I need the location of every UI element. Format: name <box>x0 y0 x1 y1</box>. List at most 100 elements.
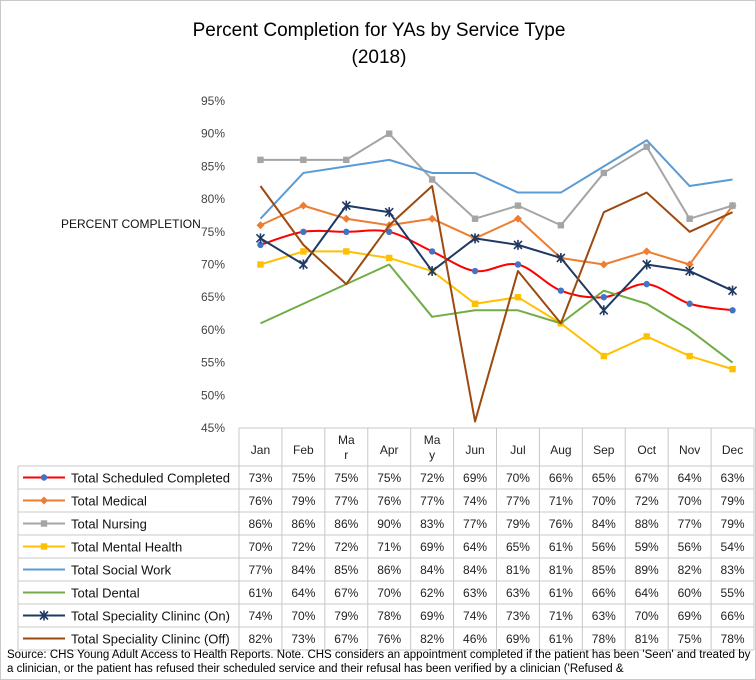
table-cell: 75% <box>334 471 358 485</box>
table-cell: 78% <box>721 632 745 646</box>
data-point <box>514 202 522 209</box>
y-tick-label: 60% <box>201 323 225 337</box>
table-cell: 67% <box>334 632 358 646</box>
table-cell: 81% <box>635 632 659 646</box>
table-cell: 77% <box>463 517 487 531</box>
table-cell: 77% <box>334 494 358 508</box>
table-cell: 67% <box>334 586 358 600</box>
category-label: Jul <box>510 443 525 457</box>
table-cell: 62% <box>420 586 444 600</box>
legend-label: Total Medical <box>71 494 147 509</box>
data-point <box>729 307 736 314</box>
data-point <box>384 207 394 218</box>
y-tick-label: 70% <box>201 258 225 272</box>
table-cell: 82% <box>678 563 702 577</box>
table-cell: 76% <box>549 517 573 531</box>
data-point <box>428 214 437 223</box>
table-cell: 73% <box>248 471 272 485</box>
table-cell: 72% <box>420 471 444 485</box>
data-point <box>300 248 307 255</box>
table-cell: 77% <box>678 517 702 531</box>
table-cell: 76% <box>377 494 401 508</box>
legend-key-marker <box>40 496 48 505</box>
table-cell: 65% <box>592 471 616 485</box>
category-label: y <box>429 448 435 462</box>
y-tick-label: 95% <box>201 94 225 108</box>
table-cell: 79% <box>334 609 358 623</box>
data-point <box>642 259 652 270</box>
category-label: Apr <box>380 443 399 457</box>
table-cell: 63% <box>721 471 745 485</box>
legend-label: Total Mental Health <box>71 540 182 555</box>
category-label: Sep <box>593 443 615 457</box>
data-point <box>729 202 736 209</box>
table-cell: 64% <box>463 540 487 554</box>
series-lines <box>255 130 738 423</box>
data-point <box>599 260 608 269</box>
table-cell: 64% <box>678 471 702 485</box>
data-point <box>643 280 650 288</box>
data-table: Total Scheduled Completed 73% 75% 75% 75% 72%… <box>23 471 745 647</box>
table-cell: 84% <box>463 563 487 577</box>
data-point <box>686 300 693 307</box>
data-point <box>685 266 695 277</box>
category-label: Oct <box>637 443 656 457</box>
data-point <box>514 294 522 301</box>
table-cell: 54% <box>721 540 745 554</box>
series-line <box>260 229 733 312</box>
table-cell: 89% <box>635 563 659 577</box>
table-cell: 77% <box>420 494 444 508</box>
table-cell: 73% <box>506 609 530 623</box>
legend-label: Total Social Work <box>71 563 172 578</box>
table-cell: 61% <box>549 632 573 646</box>
table-cell: 74% <box>463 609 487 623</box>
data-point <box>255 233 266 244</box>
chart-title-line-2: (2018) <box>351 47 407 68</box>
data-point <box>599 305 609 316</box>
table-cell: 69% <box>420 609 444 623</box>
legend-key-marker <box>40 543 48 550</box>
data-point <box>386 228 393 235</box>
table-cell: 81% <box>506 563 530 577</box>
data-point <box>471 267 479 275</box>
table-cell: 75% <box>377 471 401 485</box>
data-point <box>557 222 565 229</box>
table-cell: 79% <box>721 494 745 508</box>
data-point <box>298 259 308 270</box>
table-cell: 82% <box>248 632 272 646</box>
table-cell: 71% <box>377 540 401 554</box>
table-cell: 77% <box>248 563 272 577</box>
table-cell: 79% <box>721 517 745 531</box>
y-tick-label: 55% <box>201 356 225 370</box>
table-cell: 74% <box>248 609 272 623</box>
table-cell: 86% <box>377 563 401 577</box>
table-cell: 79% <box>291 494 315 508</box>
data-point <box>557 287 565 294</box>
category-label: Ma <box>338 433 355 447</box>
chart-title-line-1: Percent Completion for YAs by Service Ty… <box>192 20 566 41</box>
data-point <box>343 248 350 255</box>
data-point <box>600 294 607 301</box>
series-line <box>259 185 733 423</box>
table-cell: 70% <box>635 609 659 623</box>
table-cell: 76% <box>248 494 272 508</box>
y-axis-ticks: 95% 90% 85% 80% 75% 70% 65% 60% 55% 50% 45% <box>201 94 225 435</box>
legend-label: Total Speciality Clininc (On) <box>71 609 230 624</box>
data-point <box>729 365 736 373</box>
data-point <box>642 247 651 256</box>
chart-title: Percent Completion for YAs by Service Ty… <box>1 17 755 71</box>
category-label: Dec <box>722 443 743 457</box>
table-cell: 63% <box>506 586 530 600</box>
series-line <box>260 263 734 364</box>
table-cell: 66% <box>592 586 616 600</box>
data-point <box>257 156 264 164</box>
table-cell: 70% <box>248 540 272 554</box>
table-cell: 71% <box>549 494 573 508</box>
table-cell: 70% <box>592 494 616 508</box>
table-cell: 85% <box>334 563 358 577</box>
category-label: r <box>344 448 348 462</box>
table-cell: 70% <box>678 494 702 508</box>
table-cell: 72% <box>291 540 315 554</box>
table-cell: 86% <box>334 517 358 531</box>
